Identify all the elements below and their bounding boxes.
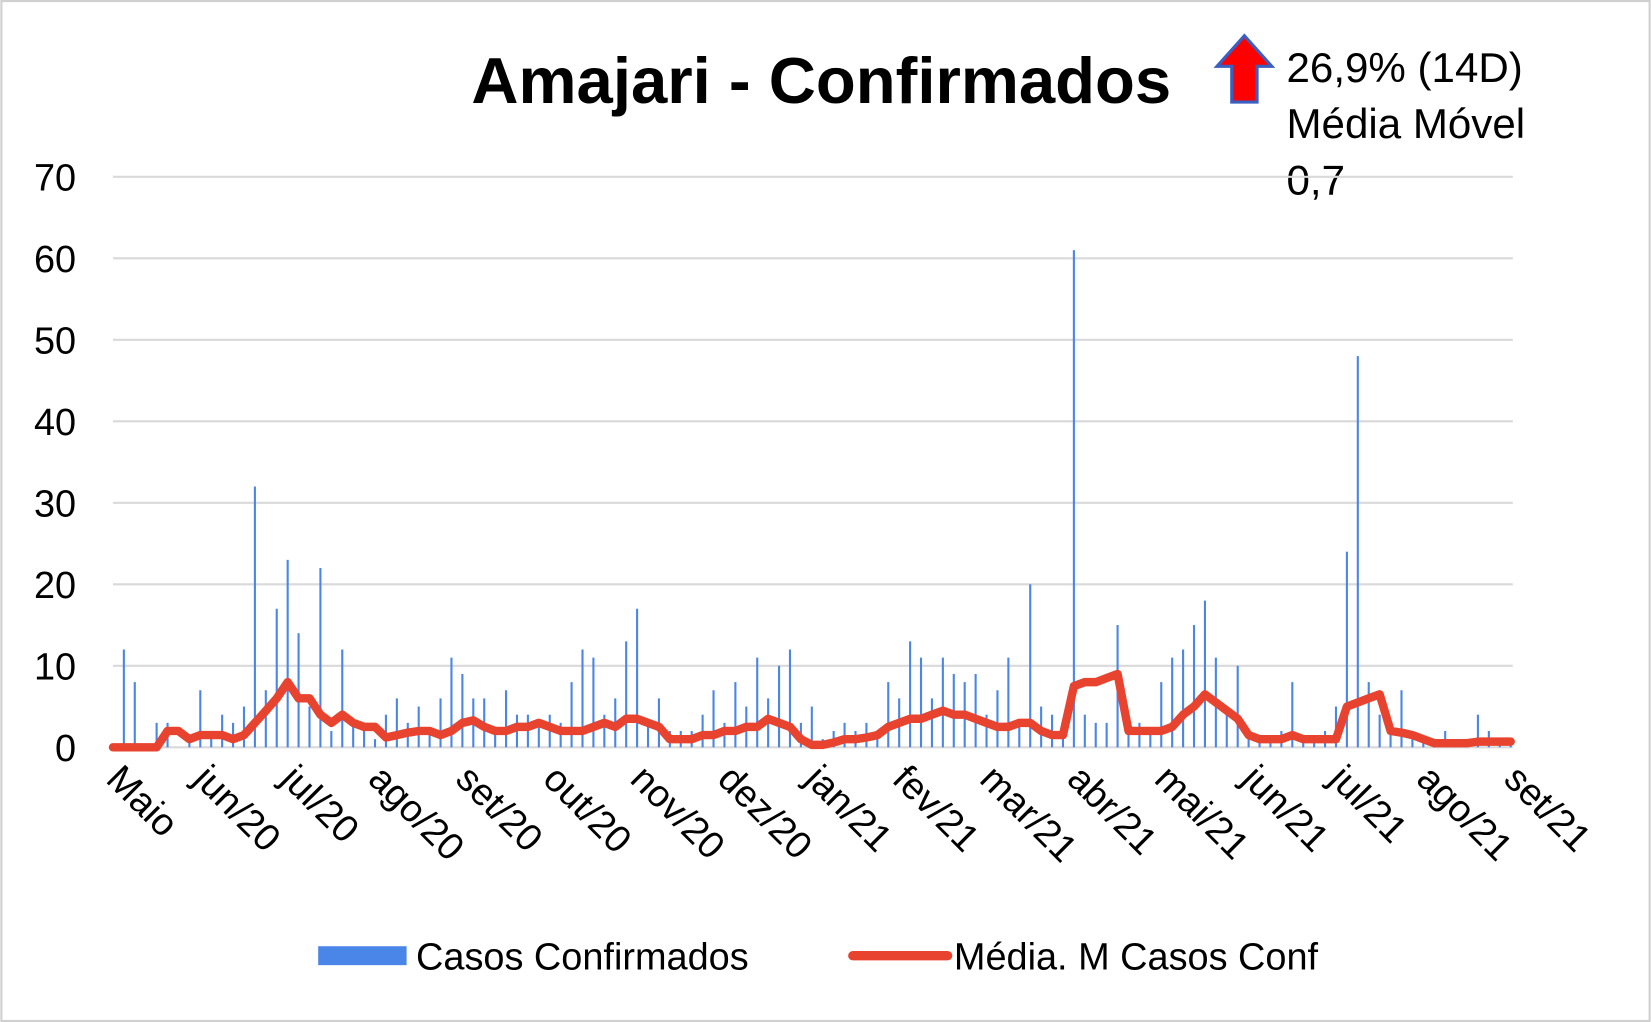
bar	[395, 698, 398, 748]
bar	[1367, 682, 1370, 748]
y-tick-label: 60	[34, 239, 76, 281]
bar	[930, 698, 933, 748]
bar	[712, 690, 715, 748]
bar	[1389, 730, 1392, 748]
bar	[384, 714, 387, 748]
bar	[1192, 625, 1196, 748]
y-tick-label: 0	[55, 728, 76, 770]
bar	[625, 641, 628, 748]
bar	[286, 559, 289, 748]
bar	[810, 706, 813, 748]
bar	[1007, 657, 1010, 748]
bar	[941, 657, 944, 748]
bar	[199, 690, 202, 748]
bar	[778, 665, 781, 748]
bar	[1018, 722, 1021, 748]
bar	[242, 706, 246, 748]
bar	[887, 682, 890, 748]
bar	[1203, 600, 1206, 748]
bar	[1400, 690, 1403, 748]
bar	[253, 486, 256, 748]
bar	[636, 608, 639, 748]
bar	[1094, 722, 1097, 748]
bar	[788, 649, 792, 748]
bar	[1291, 682, 1294, 748]
y-tick-label: 70	[34, 158, 76, 200]
bar	[1476, 714, 1479, 748]
bar	[275, 608, 278, 748]
annotation: 26,9% (14D)	[1287, 44, 1523, 91]
bar	[1378, 714, 1381, 748]
bar	[461, 673, 464, 748]
annotation: Média Móvel	[1287, 100, 1526, 147]
bar	[494, 730, 497, 748]
annotation: 0,7	[1287, 157, 1346, 204]
chart-title: Amajari - Confirmados	[471, 44, 1171, 117]
y-tick-label: 50	[34, 320, 76, 362]
bar	[319, 568, 322, 748]
y-tick-label: 20	[34, 565, 76, 607]
bar	[1411, 739, 1414, 748]
bar	[297, 633, 300, 748]
bar	[428, 730, 431, 748]
bar	[1236, 665, 1239, 748]
legend-label: Média. M Casos Conf	[954, 936, 1319, 978]
bar	[330, 730, 333, 748]
bar	[450, 657, 453, 748]
bar	[734, 682, 737, 748]
bar	[373, 739, 377, 748]
y-tick-label: 10	[34, 646, 76, 688]
up-arrow-icon	[1213, 33, 1276, 104]
bar	[1225, 706, 1228, 748]
bar	[133, 682, 136, 748]
bar	[1105, 722, 1108, 748]
bar	[996, 690, 999, 748]
bar	[1345, 551, 1348, 748]
bar	[1171, 657, 1174, 748]
y-tick-label: 40	[34, 402, 76, 444]
bar	[352, 722, 355, 748]
bar	[264, 690, 267, 748]
bar	[341, 649, 344, 748]
legend-swatch	[318, 946, 407, 966]
bar	[581, 649, 584, 748]
bar	[308, 706, 311, 748]
bar	[537, 722, 540, 748]
moving-average-line	[108, 669, 1515, 752]
bar	[985, 714, 988, 748]
bar	[363, 730, 366, 748]
bar	[646, 722, 650, 748]
bar	[155, 722, 158, 748]
bar	[1356, 356, 1359, 748]
bar	[1029, 584, 1032, 748]
bar	[909, 641, 912, 748]
bar	[919, 657, 923, 748]
bar	[756, 657, 759, 748]
bar	[1160, 682, 1163, 748]
bar	[1072, 250, 1075, 748]
bar	[592, 657, 595, 748]
bar	[122, 649, 125, 748]
bar	[505, 690, 508, 748]
bar	[603, 714, 606, 748]
bar	[1182, 649, 1185, 748]
bar	[570, 682, 573, 748]
legend-label: Casos Confirmados	[416, 936, 749, 978]
bar	[974, 673, 977, 748]
bar	[439, 698, 442, 748]
bar	[1149, 730, 1152, 748]
y-tick-label: 30	[34, 483, 76, 525]
bar	[1083, 714, 1086, 748]
